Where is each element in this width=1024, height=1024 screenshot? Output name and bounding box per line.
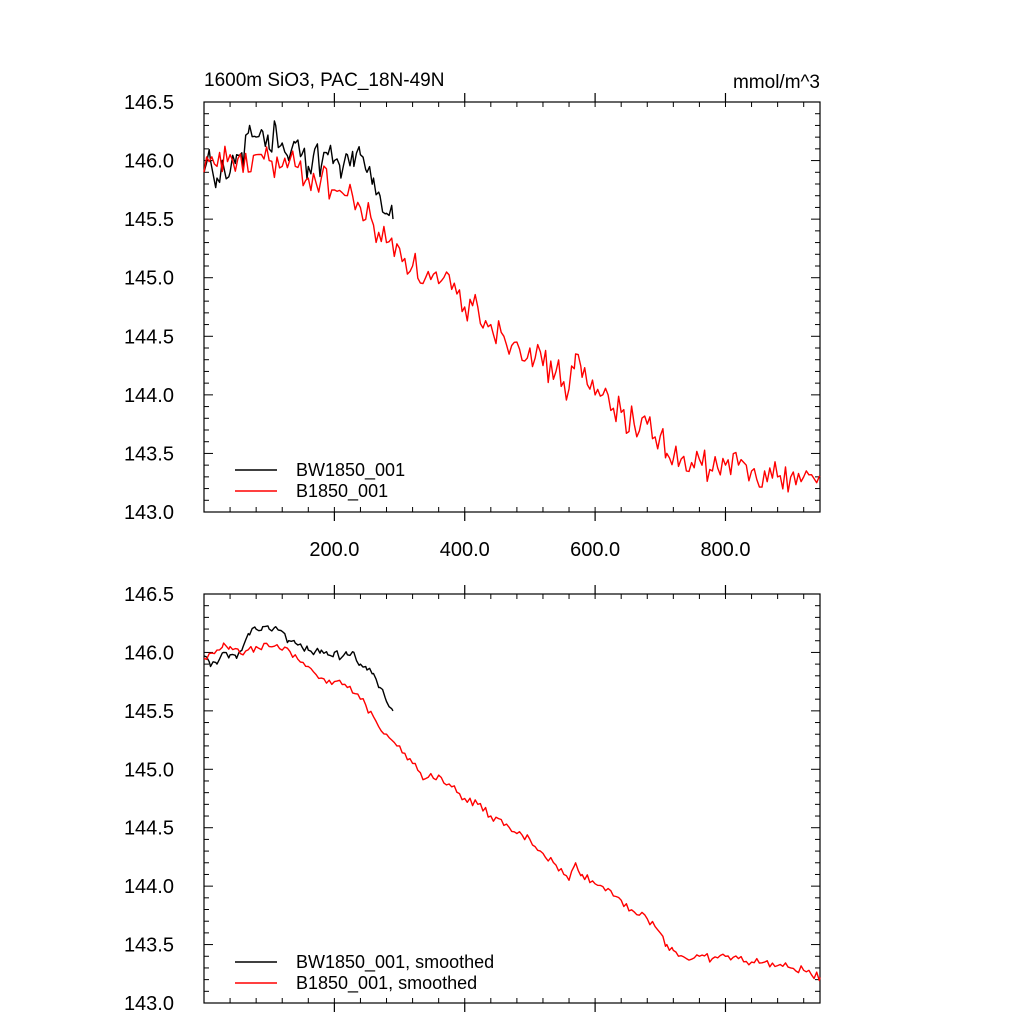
y-tick-label: 145.5 bbox=[124, 701, 174, 723]
y-tick-label: 144.0 bbox=[124, 385, 174, 407]
top-panel: 143.0 143.5 144.0 144.5 145.0 145.5 146.0 146.5… bbox=[124, 92, 821, 561]
y-tick-label: 143.0 bbox=[124, 993, 174, 1015]
legend-label: BW1850_001 bbox=[296, 460, 405, 481]
y-tick-label: 146.0 bbox=[124, 642, 174, 664]
series-line-bw1850-001-smoothed bbox=[203, 625, 394, 712]
figure-title: 1600m SiO3, PAC_18N-49N bbox=[204, 70, 444, 91]
x-tick-label: 200.0 bbox=[309, 539, 359, 561]
y-tick-label: 146.0 bbox=[124, 151, 174, 173]
series-line-b1850-001-smoothed bbox=[203, 642, 821, 982]
y-tick-label: 145.0 bbox=[124, 268, 174, 290]
bottom-panel: 143.0 143.5 144.0 144.5 145.0 145.5 146.0 146.5… bbox=[124, 584, 821, 1015]
y-tick-label: 143.5 bbox=[124, 443, 174, 465]
x-tick-label: 400.0 bbox=[440, 539, 490, 561]
y-tick-label: 143.5 bbox=[124, 935, 174, 957]
plot-frame bbox=[203, 593, 821, 1004]
plot-frame bbox=[203, 101, 821, 513]
series-line-bw1850-001 bbox=[203, 120, 394, 220]
y-tick-label: 146.5 bbox=[124, 92, 174, 114]
y-tick-label: 146.5 bbox=[124, 584, 174, 606]
series-line-b1850-001 bbox=[203, 145, 821, 493]
legend-label: BW1850_001, smoothed bbox=[296, 952, 494, 973]
y-tick-label: 144.0 bbox=[124, 876, 174, 898]
figure-units: mmol/m^3 bbox=[733, 72, 820, 93]
legend-label: B1850_001, smoothed bbox=[296, 973, 477, 994]
y-tick-label: 145.5 bbox=[124, 209, 174, 231]
x-tick-label: 600.0 bbox=[570, 539, 620, 561]
y-tick-label: 143.0 bbox=[124, 502, 174, 524]
legend-label: B1850_001 bbox=[296, 481, 388, 502]
y-tick-label: 144.5 bbox=[124, 818, 174, 840]
y-tick-label: 144.5 bbox=[124, 326, 174, 348]
x-tick-label: 800.0 bbox=[700, 539, 750, 561]
y-tick-label: 145.0 bbox=[124, 759, 174, 781]
